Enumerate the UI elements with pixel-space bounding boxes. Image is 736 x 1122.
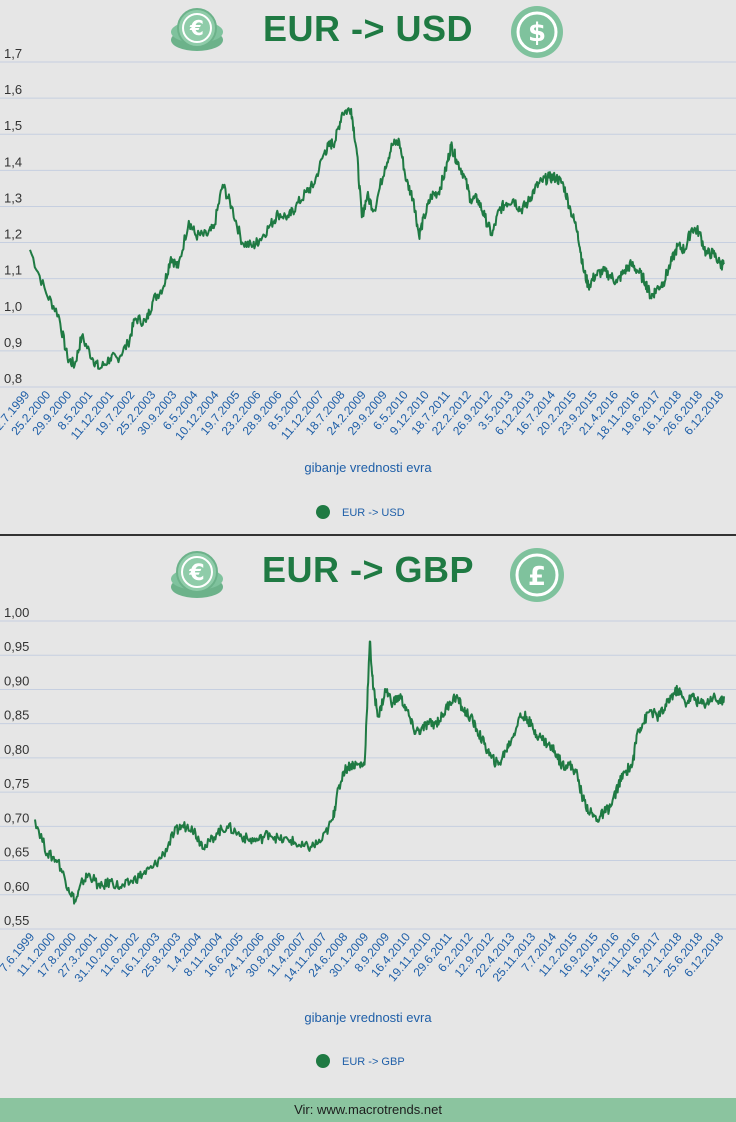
y-tick-label: 1,0 [4,299,22,314]
svg-text:£: £ [528,562,546,592]
y-tick-label: 0,8 [4,371,22,386]
x-axis-title: gibanje vrednosti evra [304,1010,432,1025]
y-tick-label: 1,4 [4,154,22,169]
y-tick-label: 0,55 [4,913,29,928]
svg-text:$: $ [528,18,546,48]
y-tick-label: 0,9 [4,335,22,350]
pound-coin-icon: £ [510,548,564,602]
y-tick-label: 1,00 [4,605,29,620]
y-tick-label: 1,5 [4,118,22,133]
source-footer: Vir: www.macrotrends.net [0,1098,736,1122]
eur-usd-panel: EUR -> USD € $ 0,8 0,9 1,0 1,1 1,2 1,3 1,4 1,5 1… [0,0,736,535]
y-tick-label: 1,1 [4,263,22,278]
series-line [34,640,725,905]
svg-text:€: € [188,561,204,586]
y-tick-label: 1,3 [4,190,22,205]
legend-label: EUR -> GBP [342,1056,405,1068]
y-tick-label: 0,95 [4,639,29,654]
eur-gbp-panel: EUR -> GBP € £ 0,55 0,60 0,65 0,70 0,75 0,80 0… [0,537,736,1097]
eur-gbp-chart: 0,55 0,60 0,65 0,70 0,75 0,80 0,85 0,90 0,95 1,00… [0,605,736,1068]
y-tick-label: 1,6 [4,82,22,97]
y-tick-label: 0,85 [4,708,29,723]
y-tick-label: 0,75 [4,776,29,791]
y-tick-label: 0,65 [4,845,29,860]
divider [0,534,736,536]
legend-label: EUR -> USD [342,507,405,519]
svg-text:€: € [189,16,204,40]
x-axis-title: gibanje vrednosti evra [304,460,432,475]
legend-marker [316,1054,330,1068]
series-line [29,107,725,370]
y-tick-label: 0,80 [4,742,29,757]
euro-coin-icon: € [171,551,223,598]
y-tick-label: 1,7 [4,46,22,61]
chart-title: EUR -> USD [262,8,474,49]
y-tick-label: 0,70 [4,810,29,825]
chart-title: EUR -> GBP [261,549,475,590]
y-tick-label: 0,60 [4,879,29,894]
dollar-coin-icon: $ [511,6,563,58]
legend-marker [316,505,330,519]
euro-coin-icon: € [171,8,223,51]
eur-usd-chart: 0,80,91,01,11,21,31,41,51,61,722.7.19992… [0,46,736,519]
y-tick-label: 1,2 [4,227,22,242]
y-tick-label: 0,90 [4,673,29,688]
